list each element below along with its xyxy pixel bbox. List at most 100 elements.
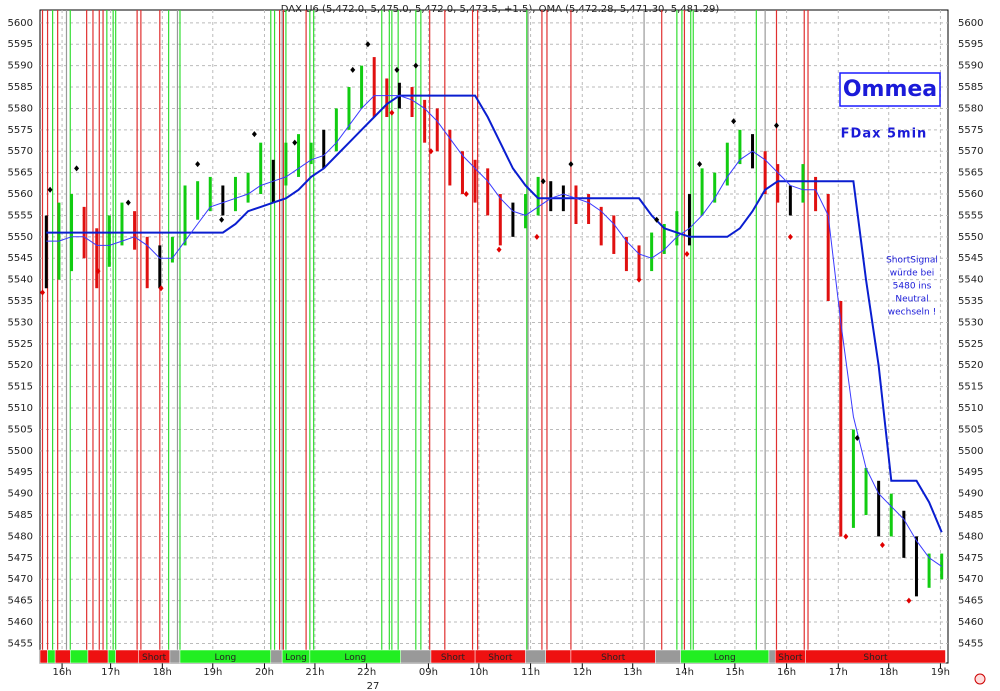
x-tick-label: 20h [255,667,274,678]
signal-marker [636,276,642,283]
x-tick-label: 18h [879,667,898,678]
y-tick-label-right: 5510 [958,403,983,414]
signal-marker [906,597,912,604]
x-tick-label: 21h [305,667,324,678]
segment-label: Short [863,653,888,663]
y-tick-label: 5590 [8,61,33,72]
y-tick-label-right: 5540 [958,275,983,286]
signal-marker [365,41,371,48]
y-tick-label-right: 5570 [958,146,983,157]
signal-segment [70,649,89,664]
subtitle: FDax 5min [841,127,928,142]
y-tick-label: 5585 [8,82,33,93]
signal-marker [843,533,849,540]
y-tick-label-right: 5455 [958,638,983,649]
y-tick-label: 5530 [8,317,33,328]
signal-segment [87,649,109,664]
signal-segment [270,649,283,664]
segment-label: Short [441,653,466,663]
signal-marker [219,216,225,223]
segment-label: Short [488,653,513,663]
y-tick-label: 5570 [8,146,33,157]
segment-label: Short [778,653,803,663]
y-tick-label-right: 5475 [958,553,983,564]
signal-marker [350,66,356,73]
signal-marker [47,186,53,193]
y-tick-label: 5480 [8,531,33,542]
signal-marker [40,289,46,296]
x-tick-label: 15h [725,667,744,678]
indicator-line [46,95,942,567]
y-tick-label: 5460 [8,617,33,628]
y-tick-label-right: 5485 [958,510,983,521]
y-tick-label: 5600 [8,18,33,29]
y-tick-label: 5475 [8,553,33,564]
y-tick-label: 5455 [8,638,33,649]
signal-marker [684,250,690,257]
signal-marker [773,122,779,129]
y-tick-label: 5485 [8,510,33,521]
y-tick-label: 5560 [8,189,33,200]
signal-marker [787,233,793,240]
segment-label: Long [285,653,307,663]
icon-face[interactable] [974,673,986,685]
signal-marker [389,109,395,116]
signal-segment [655,649,681,664]
signal-marker [74,165,80,172]
signal-marker [292,139,298,146]
y-tick-label-right: 5580 [958,103,983,114]
x-tick-label: 13h [623,667,642,678]
y-tick-label-right: 5495 [958,467,983,478]
y-tick-label: 5575 [8,125,33,136]
y-tick-label: 5565 [8,168,33,179]
signal-segment [805,649,946,664]
x-tick-label: 16h [53,667,72,678]
y-tick-label: 5495 [8,467,33,478]
y-tick-label-right: 5480 [958,531,983,542]
segment-label: Long [344,653,366,663]
signal-marker [125,199,131,206]
chart-title: DAX U6 (5,472.0, 5,475.0, 5,472.0, 5,473… [281,4,720,15]
y-tick-label-right: 5590 [958,61,983,72]
x-tick-label: 17h [101,667,120,678]
segment-label: Long [214,653,236,663]
y-tick-label-right: 5550 [958,232,983,243]
signal-segment [545,649,572,664]
y-tick-label-right: 5535 [958,296,983,307]
note-line: ShortSignal [886,256,938,266]
y-tick-label: 5510 [8,403,33,414]
brand-box [839,72,941,107]
indicator-line [46,94,943,533]
y-tick-label-right: 5560 [958,189,983,200]
y-tick-label: 5520 [8,360,33,371]
y-tick-label-right: 5555 [958,210,983,221]
y-tick-label: 5595 [8,39,33,50]
y-tick-label: 5550 [8,232,33,243]
y-tick-label-right: 5525 [958,339,983,350]
y-tick-label-right: 5585 [958,82,983,93]
note-line: wechseln ! [888,308,936,318]
x-tick-label: 19h [203,667,222,678]
y-tick-label-right: 5500 [958,446,983,457]
sad-icon[interactable] [974,673,986,685]
signal-marker [394,66,400,73]
x-tick-label: 22h [357,667,376,678]
y-tick-label: 5470 [8,574,33,585]
signal-marker [195,161,201,168]
signal-segment [400,649,432,664]
y-tick-label: 5525 [8,339,33,350]
y-tick-label: 5490 [8,489,33,500]
note-line: 5480 ins [893,282,932,292]
y-tick-label-right: 5545 [958,253,983,264]
y-tick-label-right: 5470 [958,574,983,585]
y-tick-label-right: 5520 [958,360,983,371]
signal-marker [654,216,660,223]
y-tick-label-right: 5600 [958,18,983,29]
signal-segment [768,649,776,664]
signal-marker [697,161,703,168]
note-line: würde bei [890,269,934,279]
y-tick-label: 5545 [8,253,33,264]
y-tick-label-right: 5515 [958,382,983,393]
